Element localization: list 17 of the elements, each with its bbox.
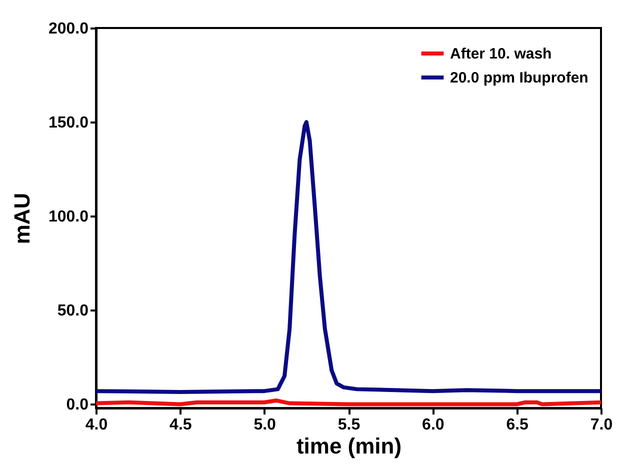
x-axis-title: time (min): [296, 434, 402, 458]
y-tick-label: 50.0: [57, 302, 89, 320]
line-series: [96, 120, 601, 394]
x-tick-label: 6.0: [422, 416, 444, 434]
x-tick-label: 7.0: [590, 416, 613, 434]
y-tick-label: 0.0: [66, 396, 89, 414]
y-axis-title: mAU: [9, 192, 34, 244]
y-tick-label: 200.0: [48, 20, 89, 38]
x-tick-label: 5.0: [254, 416, 276, 434]
legend-label: After 10. wash: [450, 46, 552, 62]
y-tick-label: 150.0: [48, 114, 89, 132]
y-tick-label: 100.0: [48, 208, 89, 226]
x-tick-label: 5.5: [338, 416, 360, 434]
x-tick-label: 4.0: [85, 416, 108, 434]
x-tick-label: 6.5: [506, 416, 529, 434]
legend-label: 20.0 ppm Ibuprofen: [450, 70, 588, 86]
x-tick-label: 4.5: [170, 416, 192, 434]
